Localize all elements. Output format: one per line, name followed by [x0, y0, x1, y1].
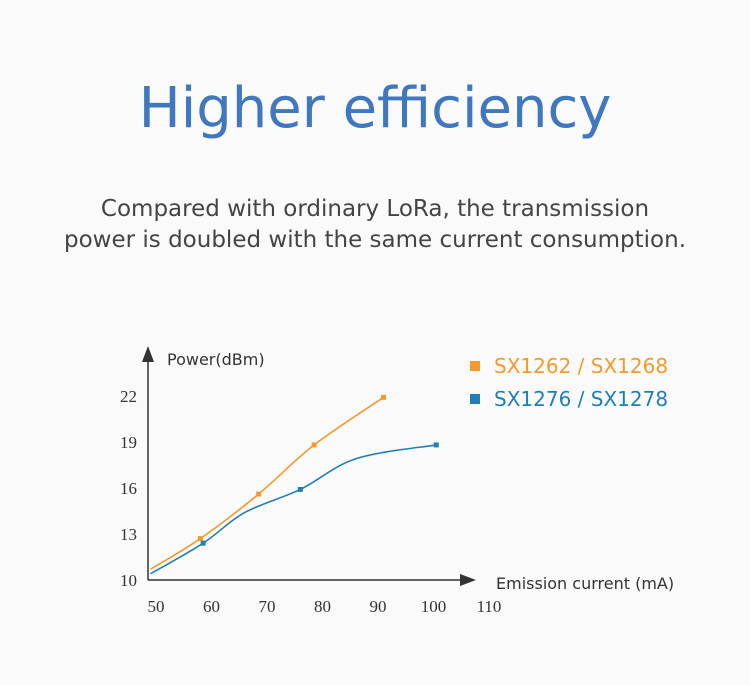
x-tick-label: 70: [259, 597, 276, 616]
legend: SX1262 / SX1268 SX1276 / SX1278: [470, 354, 668, 411]
legend-label-sx1262: SX1262 / SX1268: [494, 354, 668, 378]
y-axis-label: Power(dBm): [167, 350, 265, 369]
data-point: [256, 491, 262, 497]
x-axis-label: Emission current (mA): [496, 574, 674, 593]
page-title: Higher efficiency: [138, 76, 612, 141]
legend-swatch-sx1276: [470, 394, 480, 404]
page-subtitle: Compared with ordinary LoRa, the transmi…: [40, 194, 710, 256]
y-tick-label: 19: [120, 433, 137, 452]
y-axis-arrow-icon: [142, 346, 154, 362]
data-point: [311, 442, 317, 448]
x-tick-labels: 50 60 70 80 90 100 110: [148, 597, 502, 616]
y-tick-label: 16: [120, 479, 137, 498]
x-tick-label: 90: [370, 597, 387, 616]
legend-swatch-sx1262: [470, 361, 480, 371]
y-tick-label: 22: [120, 387, 137, 406]
x-tick-label: 100: [421, 597, 447, 616]
y-tick-label: 10: [120, 571, 137, 590]
series-line-sx1276: [150, 444, 437, 575]
data-point: [381, 394, 387, 400]
x-axis-arrow-icon: [460, 574, 476, 586]
subtitle-line-1: Compared with ordinary LoRa, the transmi…: [100, 196, 650, 222]
series-lines: [150, 396, 437, 575]
subtitle-line-2: power is doubled with the same current c…: [64, 227, 686, 253]
x-tick-label: 110: [477, 597, 502, 616]
data-point: [297, 486, 303, 492]
x-tick-label: 60: [203, 597, 220, 616]
y-tick-labels: 10 13 16 19 22: [120, 387, 137, 590]
y-tick-label: 13: [120, 525, 137, 544]
x-tick-label: 50: [148, 597, 165, 616]
x-tick-label: 80: [314, 597, 331, 616]
data-point: [433, 442, 439, 448]
series-line-sx1262: [150, 396, 385, 570]
legend-label-sx1276: SX1276 / SX1278: [494, 387, 668, 411]
series-markers: [197, 394, 439, 546]
data-point: [197, 536, 203, 542]
data-point: [200, 540, 206, 546]
